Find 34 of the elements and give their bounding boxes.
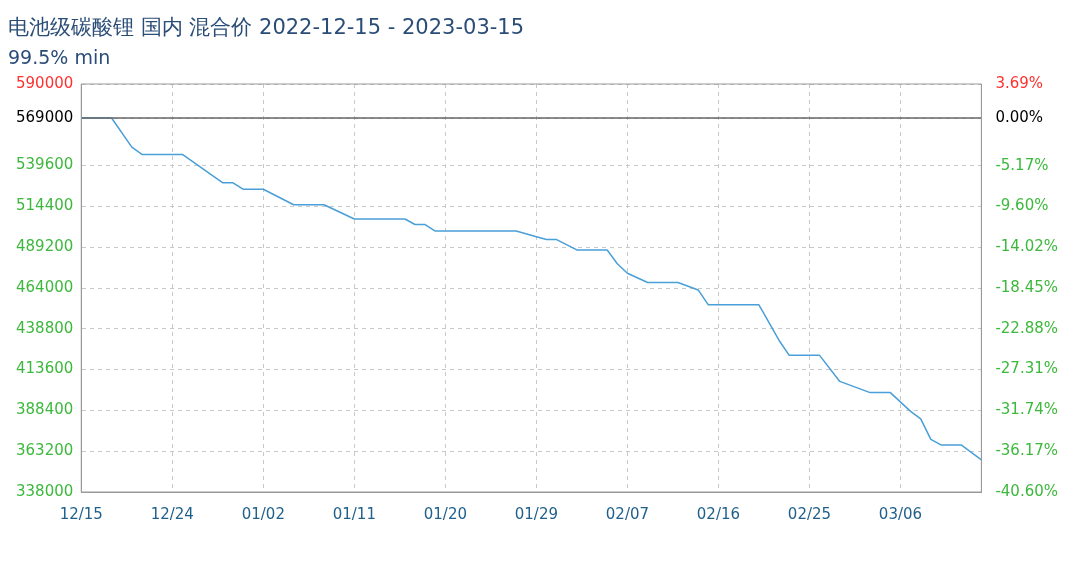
y2-tick-label: -31.74% [995, 400, 1058, 419]
y-tick-label: 388400 [16, 400, 74, 419]
y-tick-label: 590000 [16, 73, 74, 92]
y2-tick-label: -18.45% [995, 277, 1058, 296]
y-tick-label: 539600 [16, 155, 74, 174]
y2-tick-label: -22.88% [995, 318, 1058, 337]
y-tick-label: 363200 [16, 441, 74, 460]
x-tick-label: 01/20 [423, 504, 467, 523]
y-tick-label: 489200 [16, 237, 74, 256]
chart-title: 电池级碳酸锂 国内 混合价 2022-12-15 - 2023-03-15 [8, 15, 525, 40]
x-tick-label: 01/11 [332, 504, 376, 523]
x-tick-label: 02/07 [605, 504, 650, 523]
y-tick-label: 413600 [16, 359, 74, 378]
y2-tick-label: 3.69% [995, 73, 1044, 92]
y2-tick-label: -36.17% [995, 441, 1058, 460]
x-tick-label: 12/15 [59, 504, 103, 523]
x-tick-label: 12/24 [150, 504, 194, 523]
y2-tick-label: -27.31% [995, 359, 1058, 378]
chart-subtitle: 99.5% min [8, 45, 111, 68]
x-tick-label: 01/29 [514, 504, 558, 523]
y2-tick-label: -14.02% [995, 237, 1058, 256]
x-tick-label: 03/06 [878, 504, 923, 523]
y-tick-label: 514400 [16, 196, 74, 215]
y2-tick-label: 0.00% [995, 107, 1044, 126]
y2-tick-label: -5.17% [995, 155, 1049, 174]
y-tick-label: 438800 [16, 318, 74, 337]
x-tick-label: 02/25 [787, 504, 832, 523]
y2-tick-label: -40.60% [995, 481, 1058, 500]
y-tick-label: 464000 [16, 277, 74, 296]
y-tick-label: 338000 [16, 481, 74, 500]
x-tick-label: 01/02 [241, 504, 285, 523]
y-tick-label: 569000 [16, 107, 74, 126]
x-tick-label: 02/16 [696, 504, 741, 523]
y2-tick-label: -9.60% [995, 196, 1049, 215]
